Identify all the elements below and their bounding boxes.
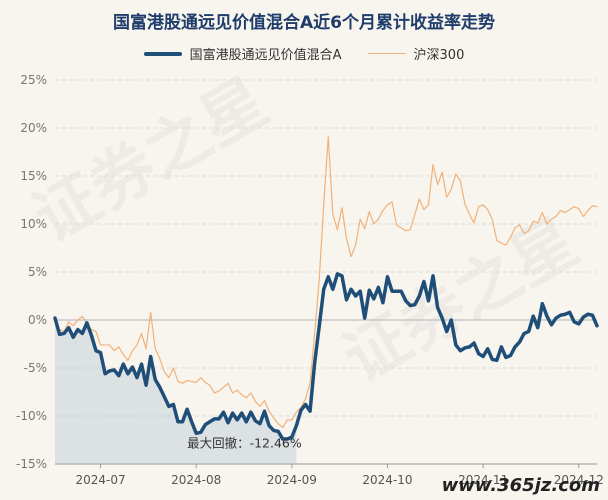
y-tick-label: -15% [16, 457, 47, 471]
y-tick-label: 10% [20, 217, 47, 231]
x-tick-label: 2024-08 [171, 473, 221, 487]
y-tick-label: -10% [16, 409, 47, 423]
legend-item-fund[interactable]: 国富港股通远见价值混合A [143, 44, 342, 63]
y-tick-label: -5% [24, 361, 47, 375]
x-tick-label: 2024-07 [75, 473, 125, 487]
y-tick-label: 5% [28, 265, 47, 279]
x-tick-label: 2024-10 [362, 473, 412, 487]
x-tick-label: 2024-11 [458, 473, 508, 487]
y-tick-label: 0% [28, 313, 47, 327]
legend-item-index[interactable]: 沪深300 [367, 44, 465, 63]
series-line-fund [53, 272, 599, 441]
legend: 国富港股通远见价值混合A 沪深300 [0, 44, 608, 63]
chart-title: 国富港股通远见价值混合A近6个月累计收益率走势 [113, 13, 495, 33]
legend-label-fund: 国富港股通远见价值混合A [189, 48, 342, 63]
x-tick-label: 2024-09 [267, 473, 317, 487]
site-watermark: www.365jz.com [441, 475, 600, 496]
y-tick-label: 15% [20, 169, 47, 183]
x-tick-label: 2024-12 [554, 473, 604, 487]
legend-label-index: 沪深300 [413, 48, 465, 63]
series-line-index [54, 136, 598, 429]
y-tick-label: 25% [20, 73, 47, 87]
legend-swatch-index [367, 52, 406, 55]
legend-swatch-fund [143, 51, 182, 56]
drawdown-area [55, 318, 297, 464]
y-tick-label: 20% [20, 121, 47, 135]
max-drawdown-annotation: 最大回撤：-12.46% [187, 436, 302, 451]
